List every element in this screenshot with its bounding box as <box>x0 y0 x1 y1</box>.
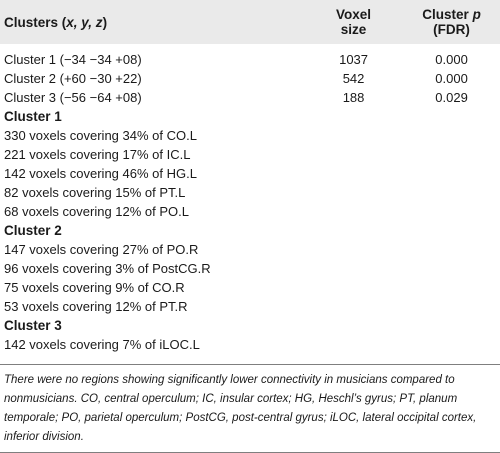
list-item: 75 voxels covering 9% of CO.R <box>0 278 500 297</box>
group-heading-row: Cluster 3 <box>0 316 500 335</box>
region-entry: 68 voxels covering 12% of PO.L <box>4 204 189 219</box>
table-row: Cluster 2 (+60 −30 +22) 542 0.000 <box>0 69 500 88</box>
region-entry: 147 voxels covering 27% of PO.R <box>4 242 199 257</box>
region-entry: 221 voxels covering 17% of IC.L <box>4 147 191 162</box>
group-title: Cluster 2 <box>4 223 62 238</box>
voxel-size-value: 542 <box>342 71 365 86</box>
cluster-label: Cluster 3 (−56 −64 +08) <box>4 90 142 105</box>
voxel-size-value: 188 <box>342 90 365 105</box>
group-heading-row: Cluster 1 <box>0 107 500 126</box>
list-item: 82 voxels covering 15% of PT.L <box>0 183 500 202</box>
table-header-row: Clusters (x, y, z) Voxel size Cluster p … <box>0 0 500 44</box>
list-item: 142 voxels covering 7% of iLOC.L <box>0 335 500 354</box>
list-item: 221 voxels covering 17% of IC.L <box>0 145 500 164</box>
header-cluster-p: Cluster p (FDR) <box>422 7 481 37</box>
p-value: 0.000 <box>435 52 468 67</box>
list-item: 330 voxels covering 34% of CO.L <box>0 126 500 145</box>
list-item: 68 voxels covering 12% of PO.L <box>0 202 500 221</box>
p-value: 0.029 <box>435 90 468 105</box>
list-item: 53 voxels covering 12% of PT.R <box>0 297 500 316</box>
header-voxel-size: Voxel size <box>336 7 372 37</box>
group-heading-row: Cluster 2 <box>0 221 500 240</box>
list-item: 142 voxels covering 46% of HG.L <box>0 164 500 183</box>
cluster-label: Cluster 2 (+60 −30 +22) <box>4 71 142 86</box>
region-entry: 330 voxels covering 34% of CO.L <box>4 128 197 143</box>
header-clusters: Clusters (x, y, z) <box>4 14 108 30</box>
voxel-size-value: 1037 <box>339 52 369 67</box>
region-entry: 142 voxels covering 46% of HG.L <box>4 166 197 181</box>
region-entry: 82 voxels covering 15% of PT.L <box>4 185 186 200</box>
table-footnote: There were no regions showing significan… <box>4 374 477 443</box>
list-item: 96 voxels covering 3% of PostCG.R <box>0 259 500 278</box>
group-title: Cluster 1 <box>4 109 62 124</box>
region-entry: 142 voxels covering 7% of iLOC.L <box>4 337 200 352</box>
region-entry: 75 voxels covering 9% of CO.R <box>4 280 185 295</box>
region-entry: 96 voxels covering 3% of PostCG.R <box>4 261 211 276</box>
table-header-background <box>0 0 500 44</box>
cluster-table: Clusters (x, y, z) Voxel size Cluster p … <box>0 0 500 354</box>
p-value: 0.000 <box>435 71 468 86</box>
group-title: Cluster 3 <box>4 318 62 333</box>
list-item: 147 voxels covering 27% of PO.R <box>0 240 500 259</box>
table-row: Cluster 3 (−56 −64 +08) 188 0.029 <box>0 88 500 107</box>
cluster-label: Cluster 1 (−34 −34 +08) <box>4 52 142 67</box>
table-row: Cluster 1 (−34 −34 +08) 1037 0.000 <box>0 44 500 69</box>
region-entry: 53 voxels covering 12% of PT.R <box>4 299 188 314</box>
table-bottom-rule <box>0 364 500 365</box>
